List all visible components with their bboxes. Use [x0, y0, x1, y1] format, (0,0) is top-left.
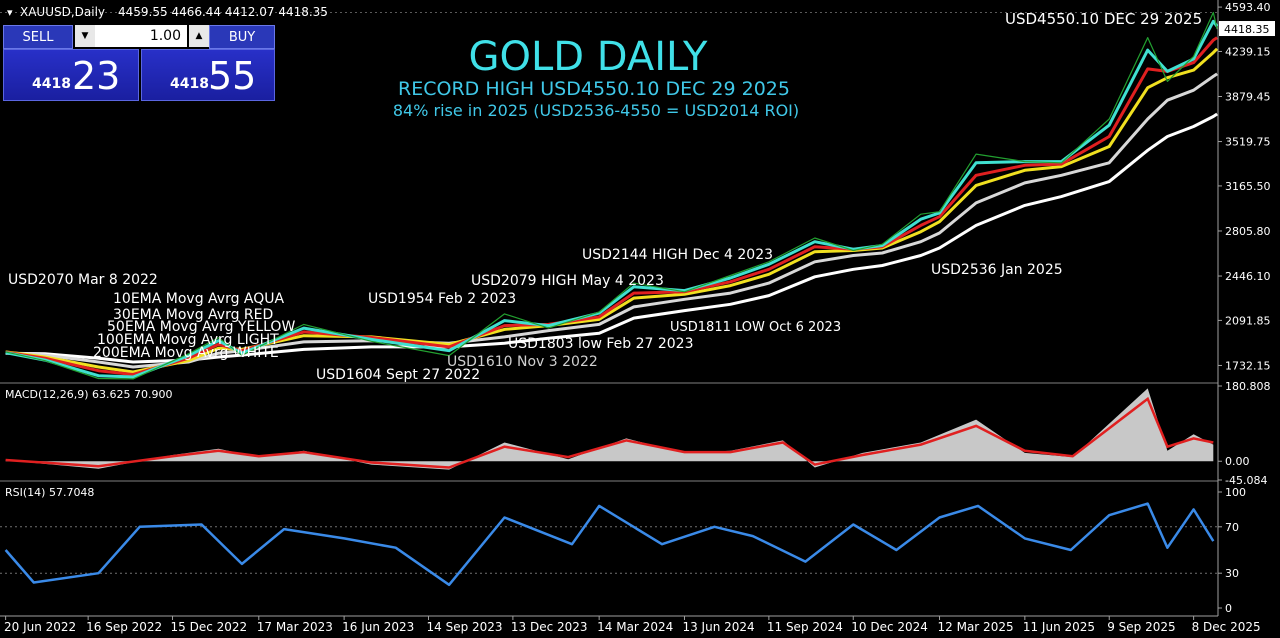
price-tick-label: 3879.45 [1225, 91, 1271, 104]
date-tick-label: 20 Jun 2022 [4, 620, 76, 634]
rsi-chart-area [0, 502, 1218, 587]
chart-annotation: 30EMA Movg Avrg RED [113, 307, 273, 323]
rsi-line [4, 502, 1215, 587]
macd-tick-label: -45.084 [1225, 474, 1267, 487]
macd-label: MACD(12,26,9) 63.625 70.900 [5, 388, 173, 401]
date-tick-label: 15 Dec 2022 [171, 620, 248, 634]
chart-text: ▾ XAUUSD,Daily 4459.55 4466.44 4412.07 4… [5, 5, 1202, 499]
sell-price-box[interactable]: 4418 23 [3, 49, 139, 101]
rsi-label: RSI(14) 57.7048 [5, 486, 94, 499]
macd-tick-label: 180.808 [1225, 380, 1271, 393]
symbol-label: XAUUSD,Daily [20, 5, 105, 19]
current-price-box [1219, 21, 1275, 37]
chart-annotation: 200EMA Movg Avrg WHITE [93, 345, 279, 361]
lot-size-input[interactable]: 1.00 [95, 25, 187, 47]
price-tick-label: 2446.10 [1225, 270, 1271, 283]
chart-annotation: 100EMA Movg Avrg LIGHT [97, 332, 279, 348]
series-line-price [5, 11, 1218, 380]
series-line-30ema-movg-avrg-red [5, 36, 1218, 376]
date-tick-label: 10 Dec 2024 [851, 620, 928, 634]
date-tick-label: 13 Dec 2023 [511, 620, 588, 634]
date-tick-label: 14 Mar 2024 [597, 620, 673, 634]
series-line-200ema-movg-avrg-white [5, 112, 1218, 364]
price-tick-label: 3165.50 [1225, 180, 1271, 193]
date-tick-label: 17 Mar 2023 [257, 620, 333, 634]
macd-tick-label: 0.00 [1225, 455, 1250, 468]
chart-annotation: USD2079 HIGH May 4 2023 [471, 273, 664, 289]
buy-price-big: 55 [208, 54, 257, 98]
series-line-10ema-movg-avrg-aqua [5, 19, 1218, 379]
date-tick-label: 13 Jun 2024 [682, 620, 754, 634]
one-click-trading-panel: SELL ▼ 1.00 ▲ BUY 4418 23 4418 55 [3, 25, 275, 102]
date-tick-label: 12 Mar 2025 [938, 620, 1014, 634]
date-tick-label: 11 Sep 2024 [767, 620, 843, 634]
price-tick-label: 2805.80 [1225, 225, 1271, 238]
date-tick-label: 14 Sep 2023 [427, 620, 503, 634]
chart-annotation: USD1954 Feb 2 2023 [368, 291, 516, 307]
buy-price-box[interactable]: 4418 55 [141, 49, 275, 101]
date-tick-label: 9 Sep 2025 [1107, 620, 1175, 634]
chart-annotation: 10EMA Movg Avrg AQUA [113, 291, 285, 307]
macd-histogram-area [5, 388, 1214, 470]
chart-subtitle-roi: 84% rise in 2025 (USD2536-4550 = USD2014… [393, 101, 799, 120]
chart-annotation: USD2536 Jan 2025 [931, 262, 1063, 278]
chart-title: GOLD DAILY [469, 34, 709, 80]
ohlc-values: 4459.55 4466.44 4412.07 4418.35 [118, 5, 328, 19]
price-tick-label: 4593.40 [1225, 1, 1271, 14]
price-tick-label: 4239.15 [1225, 45, 1271, 58]
rsi-tick-label: 70 [1225, 521, 1239, 534]
rsi-tick-label: 100 [1225, 486, 1246, 499]
chart-annotation: USD2070 Mar 8 2022 [8, 272, 158, 288]
chart-annotation: USD2144 HIGH Dec 4 2023 [582, 247, 773, 263]
chart-subtitle: RECORD HIGH USD4550.10 DEC 29 2025 [398, 78, 790, 100]
chart-annotation: USD1811 LOW Oct 6 2023 [670, 320, 841, 335]
series-line-100ema-movg-avrg-light [5, 72, 1218, 369]
buy-button[interactable]: BUY [209, 25, 275, 49]
rsi-tick-label: 0 [1225, 602, 1232, 615]
series-line-50ema-movg-avrg-yellow [5, 47, 1218, 374]
chart-annotation: USD1610 Nov 3 2022 [447, 354, 598, 370]
sell-price-small: 4418 [32, 76, 71, 92]
date-tick-label: 16 Jun 2023 [342, 620, 414, 634]
price-tick-label: 2091.85 [1225, 314, 1271, 327]
macd-chart-area [5, 388, 1214, 470]
lot-increase-icon[interactable]: ▲ [189, 25, 209, 47]
current-price-label: 4418.35 [1224, 23, 1270, 36]
rsi-tick-label: 30 [1225, 567, 1239, 580]
date-tick-label: 16 Sep 2022 [86, 620, 162, 634]
date-tick-label: 8 Dec 2025 [1192, 620, 1261, 634]
price-chart-area [0, 11, 1218, 380]
chart-annotation: 50EMA Movg Avrg YELLOW [107, 319, 295, 335]
chart-annotation: USD1803 low Feb 27 2023 [508, 336, 693, 352]
sell-button[interactable]: SELL [3, 25, 73, 49]
symbol-triangle-icon[interactable]: ▾ [7, 6, 13, 19]
macd-signal-line [5, 396, 1214, 469]
axes: 4593.40 4239.15 3879.45 3519.75 3165.50 2805.… [4, 1, 1275, 634]
buy-price-small: 4418 [170, 76, 209, 92]
chart-annotation: USD1604 Sept 27 2022 [316, 367, 480, 383]
chart-annotation: USD4550.10 DEC 29 2025 [1005, 10, 1202, 28]
price-tick-label: 3519.75 [1225, 136, 1271, 149]
date-tick-label: 11 Jun 2025 [1023, 620, 1095, 634]
price-tick-label: 1732.15 [1225, 359, 1271, 372]
lot-decrease-icon[interactable]: ▼ [75, 25, 95, 47]
sell-price-big: 23 [72, 54, 121, 98]
